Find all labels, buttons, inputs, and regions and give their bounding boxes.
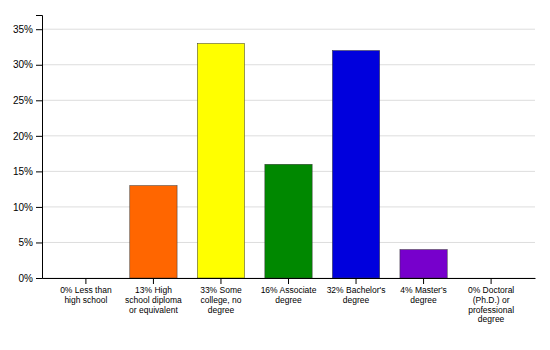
x-tick-mark xyxy=(491,278,492,284)
bars xyxy=(130,43,447,278)
y-tick-mark xyxy=(36,242,42,243)
y-tick-label: 30% xyxy=(13,59,33,70)
y-tick-mark xyxy=(36,65,42,66)
x-tick-label: 32% Bachelor'sdegree xyxy=(327,285,386,305)
x-tick: 0% Doctoral(Ph.D.) orprofessionaldegree xyxy=(468,278,514,324)
x-tick-mark xyxy=(85,278,86,284)
x-tick-label: 4% Master'sdegree xyxy=(400,285,447,305)
plot: 0% 5% 10% 15% 20% 25% 30% 35% 0% Less thanhigh s… xyxy=(13,16,536,325)
grid-line xyxy=(42,29,535,30)
bar xyxy=(332,51,379,278)
x-tick-mark xyxy=(288,278,289,284)
bar xyxy=(265,164,312,278)
y-tick-mark xyxy=(36,207,42,208)
x-tick: 13% Highschool diplomaor equivalent xyxy=(125,278,182,315)
y-tick-label: 35% xyxy=(13,24,33,35)
x-tick: 4% Master'sdegree xyxy=(400,278,447,305)
x-tick: 33% Somecollege, nodegree xyxy=(200,278,242,315)
y-tick-mark xyxy=(36,100,42,101)
x-tick: 0% Less thanhigh school xyxy=(60,278,112,305)
x-tick-mark xyxy=(220,278,221,284)
y-tick-mark xyxy=(36,278,42,279)
y-axis-line xyxy=(36,16,43,279)
grid-line xyxy=(42,100,535,101)
y-tick-mark xyxy=(36,171,42,172)
grid xyxy=(42,29,535,278)
y-tick: 25% xyxy=(13,95,42,106)
y-tick-label: 25% xyxy=(13,95,33,106)
x-tick-label: 13% Highschool diplomaor equivalent xyxy=(125,285,182,315)
bar xyxy=(130,186,177,278)
x-tick-label: 0% Doctoral(Ph.D.) orprofessionaldegree xyxy=(468,285,514,324)
bar xyxy=(400,250,447,278)
bar xyxy=(62,278,109,279)
y-tick-label: 10% xyxy=(13,202,33,213)
y-tick-label: 20% xyxy=(13,131,33,142)
y-axis: 0% 5% 10% 15% 20% 25% 30% 35% xyxy=(13,16,43,284)
bar xyxy=(197,43,244,278)
x-tick-mark xyxy=(423,278,424,284)
grid-line xyxy=(42,64,535,65)
y-tick-mark xyxy=(36,136,42,137)
x-tick: 16% Associatedegree xyxy=(261,278,317,305)
y-tick-mark xyxy=(36,29,42,30)
x-axis: 0% Less thanhigh school 13% Highschool di… xyxy=(43,278,536,324)
chart: 0% 5% 10% 15% 20% 25% 30% 35% 0% Less thanhigh s… xyxy=(0,0,550,350)
x-tick-label: 0% Less thanhigh school xyxy=(60,285,112,305)
x-tick-mark xyxy=(356,278,357,284)
x-tick-mark xyxy=(153,278,154,284)
x-tick: 32% Bachelor'sdegree xyxy=(327,278,386,305)
y-tick: 20% xyxy=(13,131,42,142)
x-tick-label: 16% Associatedegree xyxy=(261,285,317,305)
y-tick-label: 5% xyxy=(19,237,34,248)
y-tick: 10% xyxy=(13,202,42,213)
y-tick: 5% xyxy=(19,237,42,248)
y-tick-label: 15% xyxy=(13,166,33,177)
y-tick: 15% xyxy=(13,166,42,177)
grid-line xyxy=(42,135,535,136)
y-tick: 0% xyxy=(19,273,42,284)
x-tick-label: 33% Somecollege, nodegree xyxy=(200,285,242,315)
y-tick-label: 0% xyxy=(19,273,34,284)
y-tick: 35% xyxy=(13,24,42,35)
y-tick: 30% xyxy=(13,59,42,70)
bar xyxy=(467,278,514,279)
